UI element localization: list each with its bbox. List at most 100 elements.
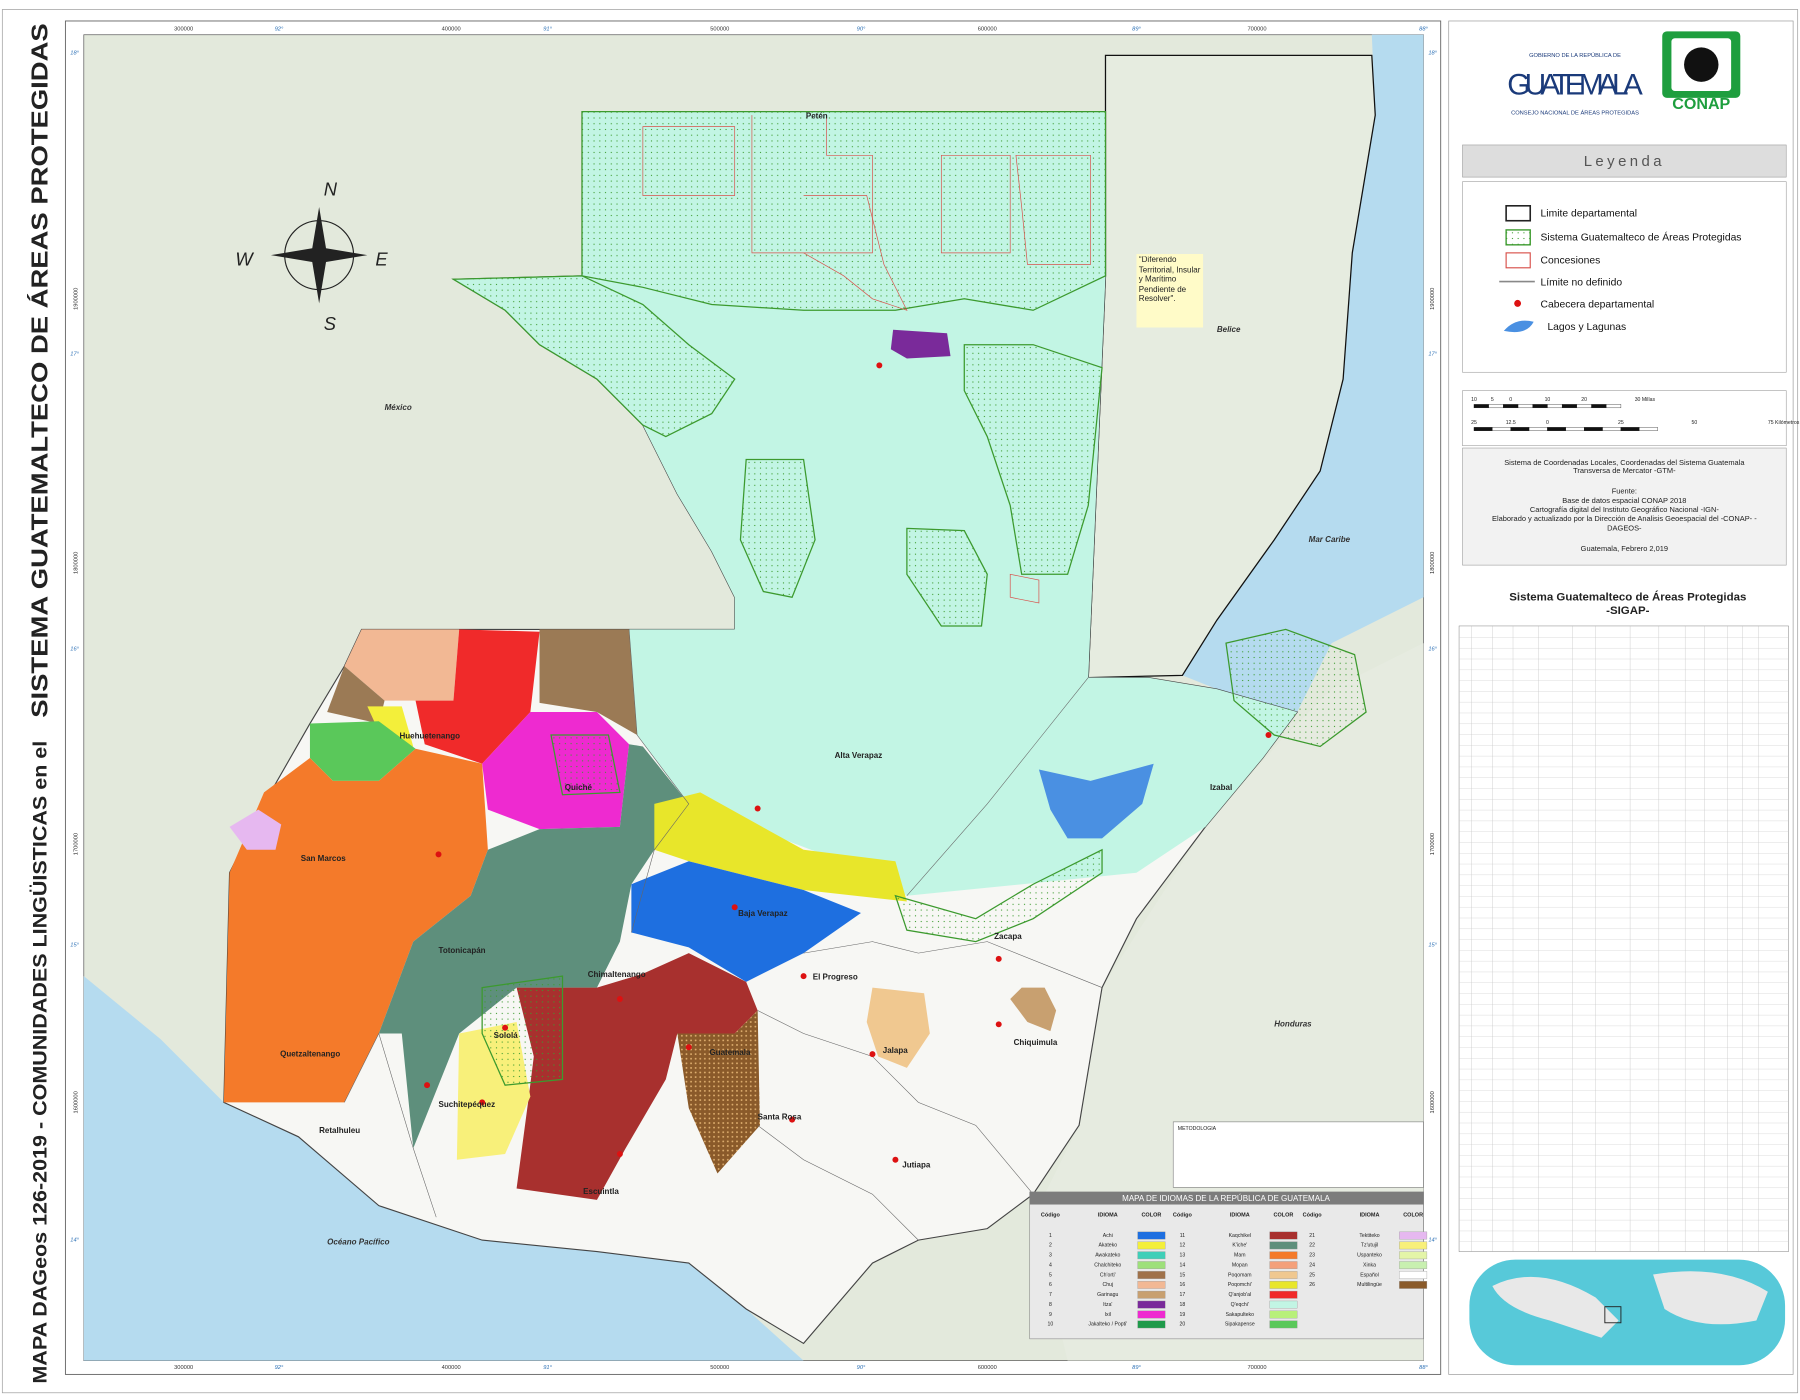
department-label: Retalhuleu	[319, 1126, 360, 1135]
scale-segment	[1528, 427, 1548, 431]
table-header: COLOR	[1273, 1212, 1293, 1218]
sigap-table	[1458, 625, 1789, 1252]
scale-segment	[1639, 427, 1658, 431]
sigap-title: Sistema Guatemalteco de Áreas Protegidas	[1509, 590, 1746, 603]
info-line: Elaborado y actualizado por la Dirección…	[1492, 514, 1757, 523]
annotation-text: "Diferendo Territorial, Insular y Maríti…	[1138, 256, 1201, 304]
scale-segment	[1576, 404, 1592, 409]
logo-text: GOBIERNO DE LA REPÚBLICA DE	[1529, 52, 1621, 59]
region-chuj	[344, 629, 460, 701]
region-akateko	[367, 706, 414, 747]
logo-text: GUATEMALA	[1507, 68, 1643, 101]
scale-segment	[1488, 404, 1504, 409]
language-swatch	[1399, 1261, 1428, 1269]
language-name: Poqomchi'	[1228, 1282, 1252, 1288]
language-swatch	[1399, 1241, 1428, 1250]
grid-label: 300000	[174, 27, 193, 33]
logo-text: CONAP	[1672, 95, 1730, 113]
language-swatch	[1137, 1281, 1166, 1289]
protected-areas	[451, 111, 1367, 1086]
language-name: Xinka	[1363, 1262, 1376, 1268]
language-code: 26	[1309, 1282, 1315, 1288]
region-poqomchi	[654, 792, 907, 902]
table-header: Código	[1303, 1212, 1323, 1218]
cabecera	[479, 1099, 486, 1106]
language-swatch	[1137, 1241, 1166, 1250]
scale-segment	[1547, 427, 1566, 431]
boundary	[906, 677, 1089, 896]
cabecera	[731, 904, 738, 911]
table-header: COLOR	[1141, 1212, 1161, 1218]
language-name: Poqomam	[1228, 1272, 1252, 1278]
region-tektiteko	[229, 809, 282, 850]
scale-segment	[1565, 427, 1585, 431]
legend-label: Sistema Guatemalteco de Áreas Protegidas	[1541, 231, 1742, 244]
language-swatch	[1269, 1261, 1298, 1269]
grid-label: 88°	[1419, 1365, 1428, 1371]
language-swatch	[1269, 1281, 1298, 1289]
annotation-box	[1136, 254, 1204, 328]
language-code: 22	[1309, 1243, 1315, 1249]
language-table-title: MAPA DE IDIOMAS DE LA REPÚBLICA DE GUATE…	[1122, 1194, 1330, 1203]
country-label: Honduras	[1274, 1019, 1312, 1028]
language-name: Uspanteko	[1357, 1253, 1382, 1259]
sheet-frame	[1, 9, 1799, 1394]
language-swatch	[1137, 1251, 1166, 1260]
department-label: Guatemala	[709, 1048, 751, 1057]
grid-label: 400000	[442, 27, 461, 33]
scale-label: 10	[1545, 397, 1551, 403]
language-regions	[223, 111, 1298, 1200]
department-label: Quetzaltenango	[280, 1049, 340, 1058]
cabecera	[435, 851, 442, 858]
concession	[1009, 573, 1040, 604]
scale-segment	[1547, 404, 1563, 409]
language-code: 17	[1180, 1292, 1186, 1298]
compass-label: N	[324, 179, 338, 200]
protected-area	[739, 458, 816, 598]
language-code: 25	[1309, 1272, 1315, 1278]
language-code: 7	[1049, 1292, 1052, 1298]
cabecera	[424, 1082, 431, 1089]
compass-star	[270, 206, 368, 304]
lake-izabal	[1038, 763, 1154, 839]
concession	[1015, 154, 1091, 265]
scale-segment	[1620, 427, 1640, 431]
grid-label: 1600000	[1430, 1091, 1436, 1113]
pacific-ocean	[83, 976, 804, 1361]
scale-label: 25	[1471, 420, 1477, 426]
region-kaqchikel	[516, 953, 758, 1200]
language-code: 24	[1309, 1262, 1315, 1268]
language-code: 6	[1049, 1282, 1052, 1288]
protected-area	[451, 275, 736, 438]
map-title: MAPA DAGeos 126-2019 - COMUNIDADES LINGÜ…	[28, 741, 51, 1384]
language-swatch	[1137, 1290, 1166, 1299]
protected-area	[481, 975, 564, 1086]
language-name: Ch'orti'	[1100, 1272, 1116, 1278]
language-swatch	[1137, 1300, 1166, 1309]
boundary	[803, 941, 1103, 988]
language-name: Sipakapense	[1225, 1322, 1255, 1328]
language-swatch	[1269, 1300, 1298, 1309]
department-label: Escuintla	[583, 1187, 619, 1196]
legend-title: Leyenda	[1584, 153, 1665, 170]
scale-segment	[1473, 427, 1493, 431]
grid-label: 15°	[1428, 943, 1437, 949]
language-name: Ixil	[1105, 1312, 1111, 1318]
language-table-bg	[1029, 1191, 1424, 1340]
boundary	[344, 1032, 437, 1218]
country-label: Mar Caribe	[1309, 535, 1351, 544]
inset-land	[1653, 1271, 1768, 1325]
grid-label: 91°	[543, 1365, 552, 1371]
region-poqomam	[677, 1010, 760, 1174]
department-boundaries	[344, 629, 1103, 1241]
scale-segment	[1473, 404, 1489, 409]
grid-label: 15°	[70, 943, 79, 949]
cabecera	[502, 1024, 509, 1031]
scale-segment	[1584, 427, 1603, 431]
table-header: IDIOMA	[1098, 1212, 1118, 1218]
language-code: 4	[1049, 1262, 1052, 1268]
legend-header	[1462, 144, 1787, 178]
language-name: Mam	[1234, 1253, 1245, 1259]
legend-symbol	[1505, 229, 1531, 246]
grid-label: 90°	[857, 27, 866, 33]
